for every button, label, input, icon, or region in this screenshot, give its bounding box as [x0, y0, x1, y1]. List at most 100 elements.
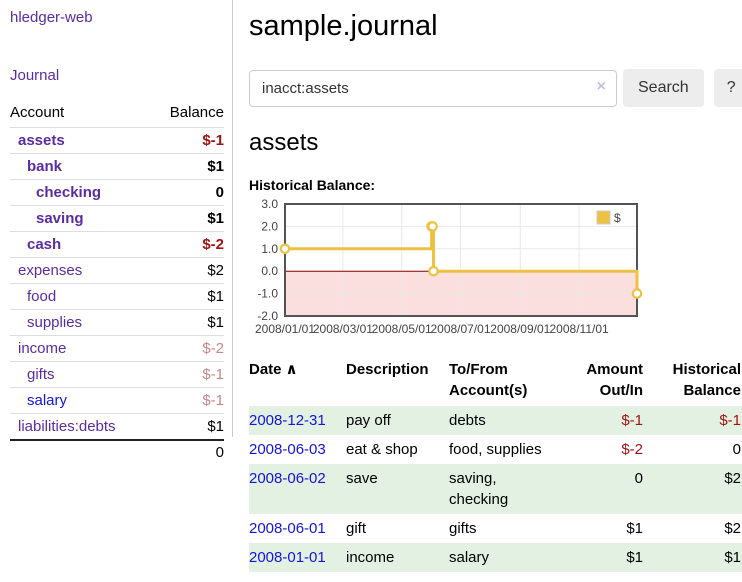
account-balance: $-1	[151, 361, 224, 388]
main-content: sample.journal × Search ? assets Histori…	[233, 0, 742, 572]
transaction-balance: $2	[724, 520, 741, 537]
search-form: × Search ?	[249, 69, 742, 107]
account-row: income $-2	[10, 335, 224, 362]
journal-nav: Journal	[10, 67, 233, 84]
account-link-saving[interactable]: saving	[36, 210, 84, 227]
account-link-cash[interactable]: cash	[27, 236, 62, 253]
svg-text:0.0: 0.0	[261, 264, 278, 278]
account-row: liabilities:debts $1	[10, 413, 224, 440]
transaction-date-link[interactable]: 2008-12-31	[249, 412, 326, 429]
svg-text:2008/09/01: 2008/09/01	[490, 322, 550, 336]
account-balance: $-2	[151, 231, 224, 258]
transaction-date-link[interactable]: 2008-06-03	[249, 441, 326, 458]
register-header-description: Description	[346, 361, 429, 378]
account-row: assets $-1	[10, 127, 224, 154]
account-row: bank $1	[10, 153, 224, 180]
account-link-food[interactable]: food	[27, 288, 57, 305]
transaction-amount: $1	[626, 520, 643, 537]
transaction-balance: $1	[724, 549, 741, 566]
register-row: 2008-06-03 eat & shop food, supplies $-2 0	[249, 435, 742, 464]
svg-text:2.0: 2.0	[261, 219, 278, 233]
account-link-salary[interactable]: salary	[27, 392, 68, 409]
account-balance: $1	[151, 153, 224, 180]
search-input-wrap: ×	[249, 69, 617, 107]
accounts-total-balance: 0	[151, 439, 224, 464]
svg-text:-2.0: -2.0	[257, 309, 278, 323]
sidebar-item-journal[interactable]: Journal	[10, 67, 60, 84]
account-row: supplies $1	[10, 309, 224, 336]
account-link-income[interactable]: income	[18, 340, 67, 357]
account-link-checking[interactable]: checking	[36, 184, 102, 201]
legend-swatch	[596, 210, 611, 225]
transaction-date-link[interactable]: 2008-06-02	[249, 470, 326, 487]
account-row: saving $1	[10, 205, 224, 232]
transaction-amount: 0	[634, 470, 643, 487]
account-row: gifts $-1	[10, 361, 224, 388]
transaction-description: save	[346, 470, 378, 487]
historical-balance-chart: 3.0 2.0 1.0 0.0 -1.0 -2.0 2008/01/01 2008/03/01…	[249, 197, 742, 343]
svg-text:2008/07/01: 2008/07/01	[430, 322, 490, 336]
account-row: cash $-2	[10, 231, 224, 258]
sidebar-divider	[232, 0, 233, 437]
account-link-expenses[interactable]: expenses	[18, 262, 83, 279]
search-button[interactable]: Search	[623, 69, 704, 107]
search-input[interactable]	[249, 69, 617, 107]
account-balance: $1	[151, 283, 224, 310]
svg-text:1.0: 1.0	[261, 242, 278, 256]
account-balance: $1	[151, 413, 224, 440]
account-balance: $1	[151, 205, 224, 232]
svg-text:2008/01/01: 2008/01/01	[255, 322, 315, 336]
register-row: 2008-06-01 gift gifts $1 $2	[249, 514, 742, 543]
account-balance: $2	[151, 257, 224, 284]
accounts-header-account: Account	[10, 104, 65, 121]
account-balance: $-1	[151, 387, 224, 414]
account-link-gifts[interactable]: gifts	[27, 366, 55, 383]
legend-label: $	[614, 211, 621, 225]
clear-search-icon[interactable]: ×	[596, 77, 606, 95]
account-heading: assets	[249, 129, 319, 156]
account-link-supplies[interactable]: supplies	[27, 314, 83, 331]
app-title-link[interactable]: hledger-web	[10, 9, 93, 26]
transaction-accounts: saving, checking	[449, 470, 509, 508]
transaction-balance: $2	[724, 470, 741, 487]
account-link-bank[interactable]: bank	[27, 158, 63, 175]
svg-text:3.0: 3.0	[261, 199, 278, 211]
app-title: hledger-web	[10, 9, 233, 26]
register-header-to-from-account-s-: To/From Account(s)	[449, 361, 528, 399]
accounts-header-balance: Balance	[169, 104, 224, 121]
register-row: 2008-01-01 income salary $1 $1	[249, 543, 742, 572]
balance-chart-svg: 3.0 2.0 1.0 0.0 -1.0 -2.02008/01/012008/03/01…	[255, 197, 643, 336]
register-header-date[interactable]: Date ∧	[249, 361, 298, 378]
register-row: 2008-06-02 save saving, checking 0 $2	[249, 464, 742, 514]
transaction-date-link[interactable]: 2008-01-01	[249, 549, 326, 566]
register-row: 2008-12-31 pay off debts $-1 $-1	[249, 406, 742, 435]
accounts-total-row: 0	[10, 439, 224, 464]
register-table: Date ∧ Description To/From Account(s) Amount…	[249, 357, 742, 572]
account-link-assets[interactable]: assets	[18, 132, 65, 149]
help-button[interactable]: ?	[713, 69, 742, 107]
account-row: food $1	[10, 283, 224, 310]
accounts-table: Account Balance assets $-1 bank $1 checking 0…	[10, 101, 224, 464]
register-header-historical-balance: Historical Balance	[672, 361, 741, 399]
svg-text:2008/11/01: 2008/11/01	[550, 322, 609, 336]
account-link-liabilities-debts[interactable]: liabilities:debts	[18, 418, 116, 435]
account-row: salary $-1	[10, 387, 224, 414]
plot-border	[284, 203, 638, 317]
transaction-accounts: debts	[449, 412, 486, 429]
transaction-accounts: food, supplies	[449, 441, 542, 458]
transaction-description: pay off	[346, 412, 391, 429]
svg-text:2008/03/01: 2008/03/01	[313, 322, 373, 336]
transaction-amount: $-1	[621, 412, 643, 429]
sidebar: hledger-web Journal Account Balance asse…	[0, 0, 233, 572]
transaction-date-link[interactable]: 2008-06-01	[249, 520, 326, 537]
account-balance: $1	[151, 309, 224, 336]
transaction-balance: 0	[732, 441, 741, 458]
register-header-amount-out-in: Amount Out/In	[586, 361, 643, 399]
sort-asc-icon: ∧	[285, 361, 298, 378]
page-title: sample.journal	[249, 10, 438, 42]
account-row: checking 0	[10, 179, 224, 206]
account-balance: $-1	[151, 127, 224, 154]
svg-text:2008/05/01: 2008/05/01	[372, 322, 432, 336]
chart-title: Historical Balance:	[249, 177, 376, 193]
